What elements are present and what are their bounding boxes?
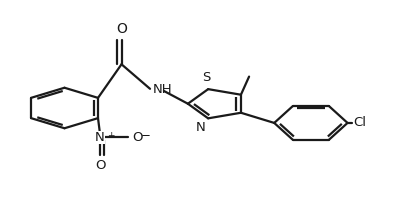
Text: O: O: [132, 131, 143, 144]
Text: S: S: [202, 71, 210, 84]
Text: NH: NH: [152, 83, 172, 96]
Text: N: N: [95, 131, 105, 144]
Text: +: +: [107, 131, 115, 140]
Text: Cl: Cl: [352, 116, 365, 129]
Text: O: O: [94, 159, 105, 172]
Text: O: O: [116, 22, 127, 36]
Text: −: −: [140, 129, 150, 142]
Text: N: N: [196, 121, 205, 134]
